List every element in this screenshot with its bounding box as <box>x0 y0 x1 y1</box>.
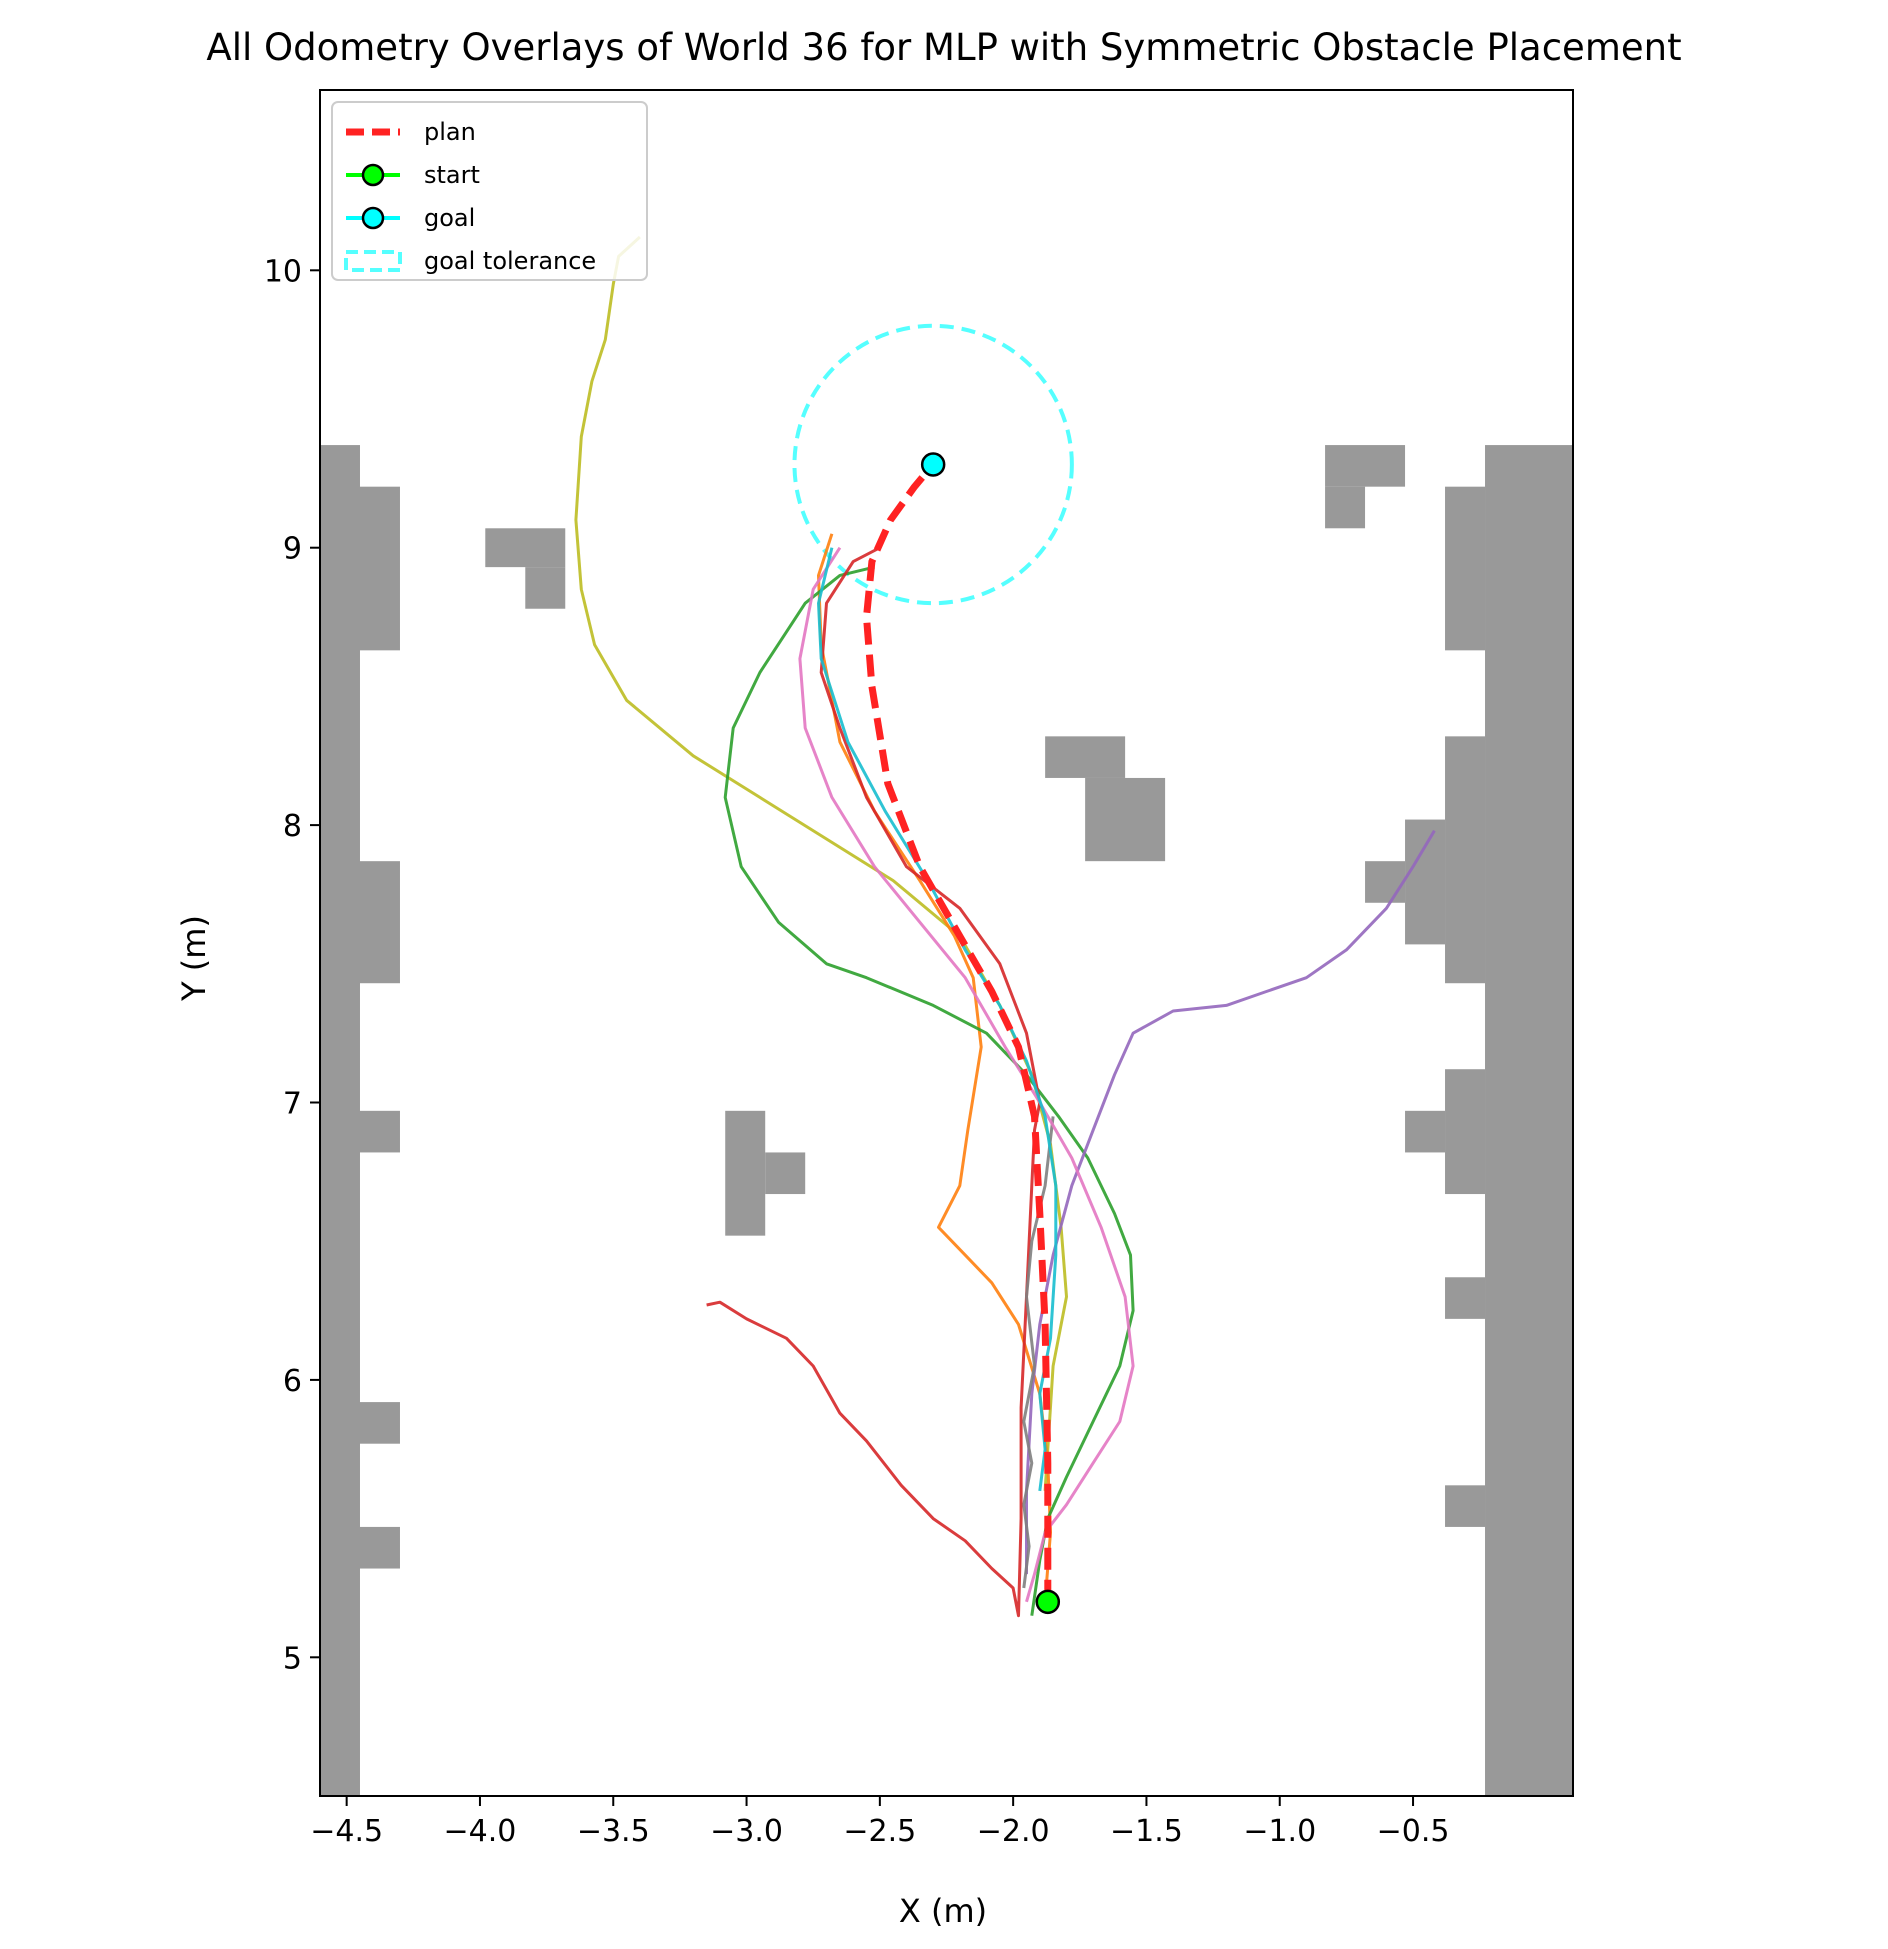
obstacle-block-3 <box>360 861 400 983</box>
obstacle-block-13 <box>1325 445 1405 487</box>
x-tick-label: −3.0 <box>710 1814 783 1849</box>
obstacle-block-10 <box>765 1152 805 1194</box>
chart-title: All Odometry Overlays of World 36 for ML… <box>206 26 1681 69</box>
obstacle-block-6 <box>360 1527 400 1569</box>
obstacle-block-1 <box>320 445 360 1796</box>
goal-marker <box>922 453 944 475</box>
x-tick-label: −4.0 <box>444 1814 517 1849</box>
obstacle-block-4 <box>360 1111 400 1153</box>
x-tick-label: −3.5 <box>577 1814 650 1849</box>
legend-swatch-marker <box>363 208 383 228</box>
obstacle-block-11 <box>1045 736 1125 778</box>
y-tick-label: 6 <box>283 1364 302 1399</box>
obstacle-block-15 <box>1365 861 1405 903</box>
x-tick-label: −2.0 <box>977 1814 1050 1849</box>
legend-swatch-marker <box>363 165 383 185</box>
legend: plan start goal goal tolerance <box>332 102 647 280</box>
x-tick-label: −4.5 <box>310 1814 383 1849</box>
obstacle-block-12 <box>1085 778 1165 861</box>
obstacle-block-21 <box>1445 1277 1485 1319</box>
legend-label: plan <box>424 118 476 146</box>
y-tick-label: 5 <box>283 1641 302 1676</box>
x-tick-label: −0.5 <box>1377 1814 1450 1849</box>
x-tick-label: −2.5 <box>843 1814 916 1849</box>
y-axis-label: Y (m) <box>175 915 213 1002</box>
obstacle-block-18 <box>1445 736 1485 983</box>
start-marker <box>1037 1591 1059 1613</box>
legend-label: goal <box>424 204 475 232</box>
x-tick-label: −1.5 <box>1110 1814 1183 1849</box>
y-tick-label: 10 <box>264 254 302 289</box>
obstacle-block-8 <box>525 567 565 609</box>
obstacle-block-14 <box>1325 487 1365 529</box>
obstacle-block-5 <box>360 1402 400 1444</box>
y-tick-label: 7 <box>283 1087 302 1122</box>
x-tick-label: −1.0 <box>1243 1814 1316 1849</box>
obstacle-block-17 <box>1445 487 1485 651</box>
y-tick-label: 9 <box>283 532 302 567</box>
obstacle-block-23 <box>1485 445 1573 1796</box>
obstacle-block-20 <box>1405 1111 1445 1153</box>
y-tick-label: 8 <box>283 809 302 844</box>
legend-label: goal tolerance <box>424 247 596 275</box>
obstacle-block-7 <box>485 528 565 567</box>
obstacle-block-2 <box>360 487 400 651</box>
obstacle-block-19 <box>1445 1069 1485 1194</box>
obstacle-block-9 <box>725 1111 765 1236</box>
x-axis-label: X (m) <box>899 1892 987 1930</box>
legend-label: start <box>424 161 480 189</box>
obstacle-block-22 <box>1445 1485 1485 1527</box>
obstacle-block-16 <box>1405 820 1445 945</box>
